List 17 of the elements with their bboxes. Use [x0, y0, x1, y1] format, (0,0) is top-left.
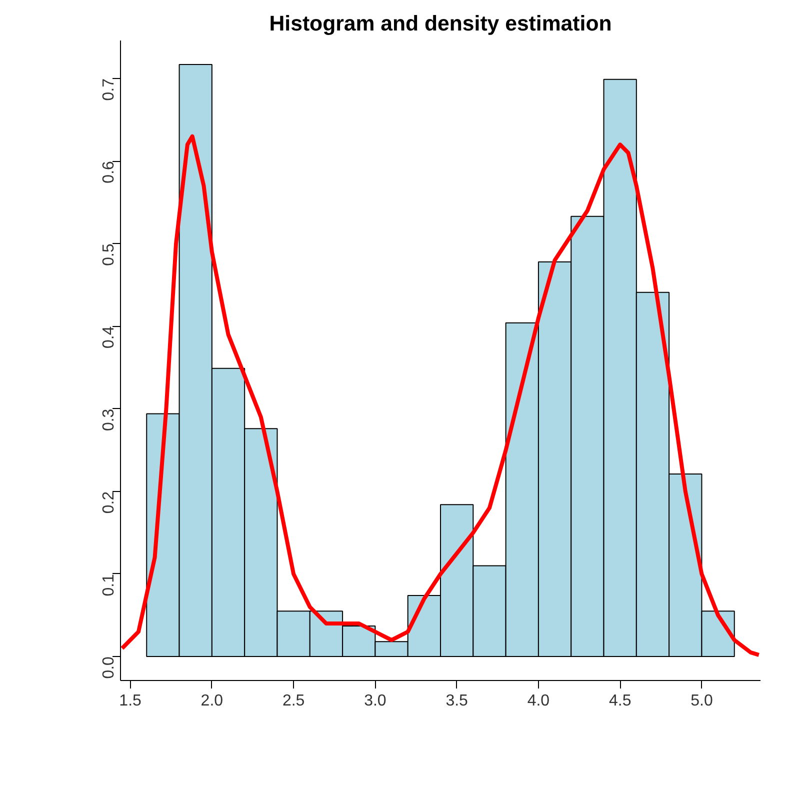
y-tick-label: 0.3 — [100, 408, 118, 432]
y-tick-label: 0.0 — [100, 656, 118, 679]
y-tick-label: 0.5 — [100, 244, 118, 266]
y-tick-label: 0.6 — [100, 160, 118, 184]
x-tick-label: 4.0 — [527, 692, 550, 710]
x-tick-label: 3.5 — [446, 692, 468, 710]
x-tick-label: 3.0 — [364, 692, 386, 710]
chart-title: Histogram and density estimation — [269, 12, 612, 36]
x-tick-label: 5.0 — [690, 692, 713, 710]
y-tick-label: 0.2 — [100, 491, 118, 514]
y-tick-label: 0.1 — [100, 574, 118, 596]
x-tick-label: 1.5 — [119, 692, 142, 710]
x-tick-label: 2.0 — [200, 692, 224, 710]
x-tick-label: 4.5 — [608, 692, 632, 710]
y-tick-label: 0.4 — [100, 326, 118, 348]
x-tick-label: 2.5 — [282, 692, 305, 710]
y-tick-label: 0.7 — [100, 78, 118, 101]
